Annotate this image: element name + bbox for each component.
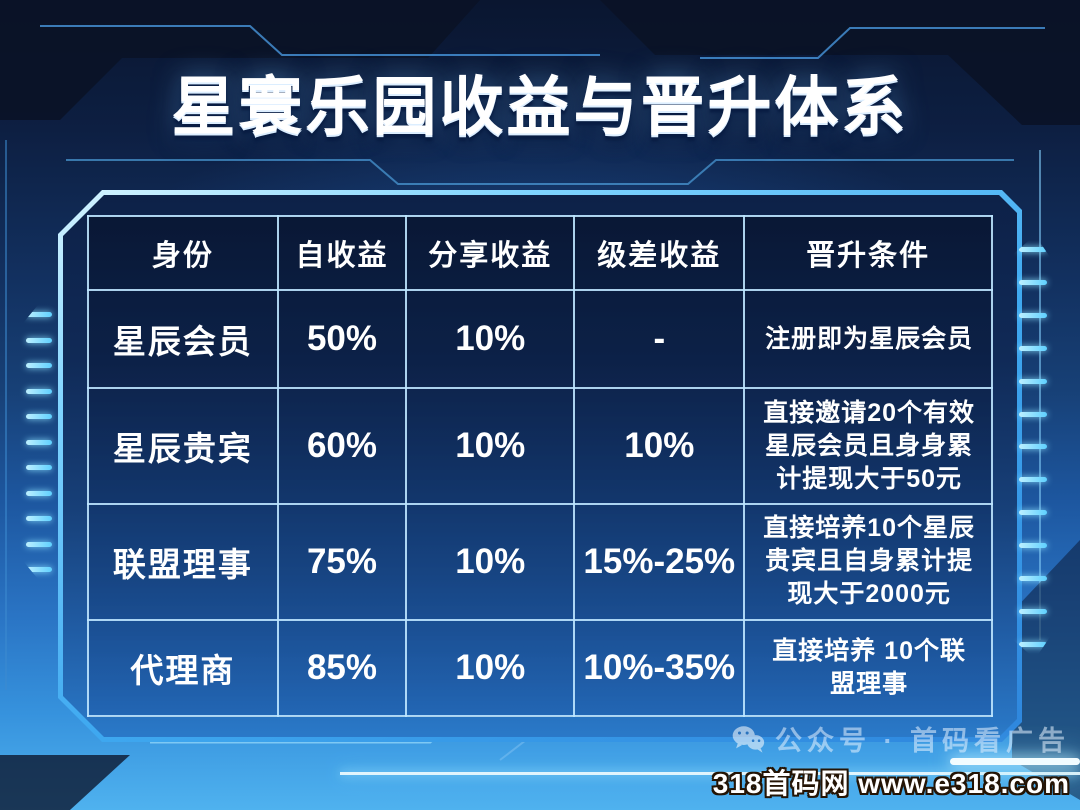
table-row: 代理商 85% 10% 10%-35% 直接培养 10个联盟理事 bbox=[88, 620, 992, 716]
table-panel: 身份 自收益 分享收益 级差收益 晋升条件 星辰会员 50% 10% - 注册即… bbox=[63, 195, 1017, 737]
col-header-share: 分享收益 bbox=[406, 216, 574, 290]
cell-share: 10% bbox=[406, 620, 574, 716]
cell-condition: 直接邀请20个有效星辰会员且身身累计提现大于50元 bbox=[744, 388, 992, 504]
table-header-row: 身份 自收益 分享收益 级差收益 晋升条件 bbox=[88, 216, 992, 290]
cell-share: 10% bbox=[406, 290, 574, 388]
cell-condition: 直接培养10个星辰贵宾且自身累计提现大于2000元 bbox=[744, 504, 992, 620]
cell-identity: 联盟理事 bbox=[88, 504, 278, 620]
cell-self: 85% bbox=[278, 620, 406, 716]
wechat-account-row: 公众号 · 首码看广告 bbox=[713, 719, 1070, 758]
col-header-condition: 晋升条件 bbox=[744, 216, 992, 290]
cell-condition: 直接培养 10个联盟理事 bbox=[744, 620, 992, 716]
table-row: 星辰会员 50% 10% - 注册即为星辰会员 bbox=[88, 290, 992, 388]
col-header-identity: 身份 bbox=[88, 216, 278, 290]
left-vent-deco bbox=[14, 300, 70, 584]
cell-self: 60% bbox=[278, 388, 406, 504]
cell-identity: 代理商 bbox=[88, 620, 278, 716]
cell-condition: 注册即为星辰会员 bbox=[744, 290, 992, 388]
cell-share: 10% bbox=[406, 388, 574, 504]
cell-self: 75% bbox=[278, 504, 406, 620]
cell-identity: 星辰会员 bbox=[88, 290, 278, 388]
cell-share: 10% bbox=[406, 504, 574, 620]
site-watermark: 318首码网 www.e318.com bbox=[712, 768, 1070, 799]
cell-diff: - bbox=[574, 290, 744, 388]
col-header-diff: 级差收益 bbox=[574, 216, 744, 290]
bottom-glow-segment bbox=[950, 758, 1080, 765]
col-header-self: 自收益 bbox=[278, 216, 406, 290]
watermark: 公众号 · 首码看广告 318首码网 www.e318.com bbox=[713, 719, 1070, 802]
page-title: 星寰乐园收益与晋升体系 bbox=[171, 71, 909, 143]
cell-identity: 星辰贵宾 bbox=[88, 388, 278, 504]
table-row: 星辰贵宾 60% 10% 10% 直接邀请20个有效星辰会员且身身累计提现大于5… bbox=[88, 388, 992, 504]
wechat-icon bbox=[732, 725, 765, 753]
cell-diff: 15%-25% bbox=[574, 504, 744, 620]
cell-diff: 10%-35% bbox=[574, 620, 744, 716]
right-vent-deco bbox=[1006, 235, 1064, 659]
wechat-account-label: 公众号 · 首码看广告 bbox=[775, 726, 1070, 756]
earnings-table: 身份 自收益 分享收益 级差收益 晋升条件 星辰会员 50% 10% - 注册即… bbox=[87, 215, 993, 717]
table-row: 联盟理事 75% 10% 15%-25% 直接培养10个星辰贵宾且自身累计提现大… bbox=[88, 504, 992, 620]
cell-self: 50% bbox=[278, 290, 406, 388]
table-panel-frame: 身份 自收益 分享收益 级差收益 晋升条件 星辰会员 50% 10% - 注册即… bbox=[58, 190, 1022, 742]
bottom-glow-line bbox=[340, 772, 1080, 775]
cell-diff: 10% bbox=[574, 388, 744, 504]
